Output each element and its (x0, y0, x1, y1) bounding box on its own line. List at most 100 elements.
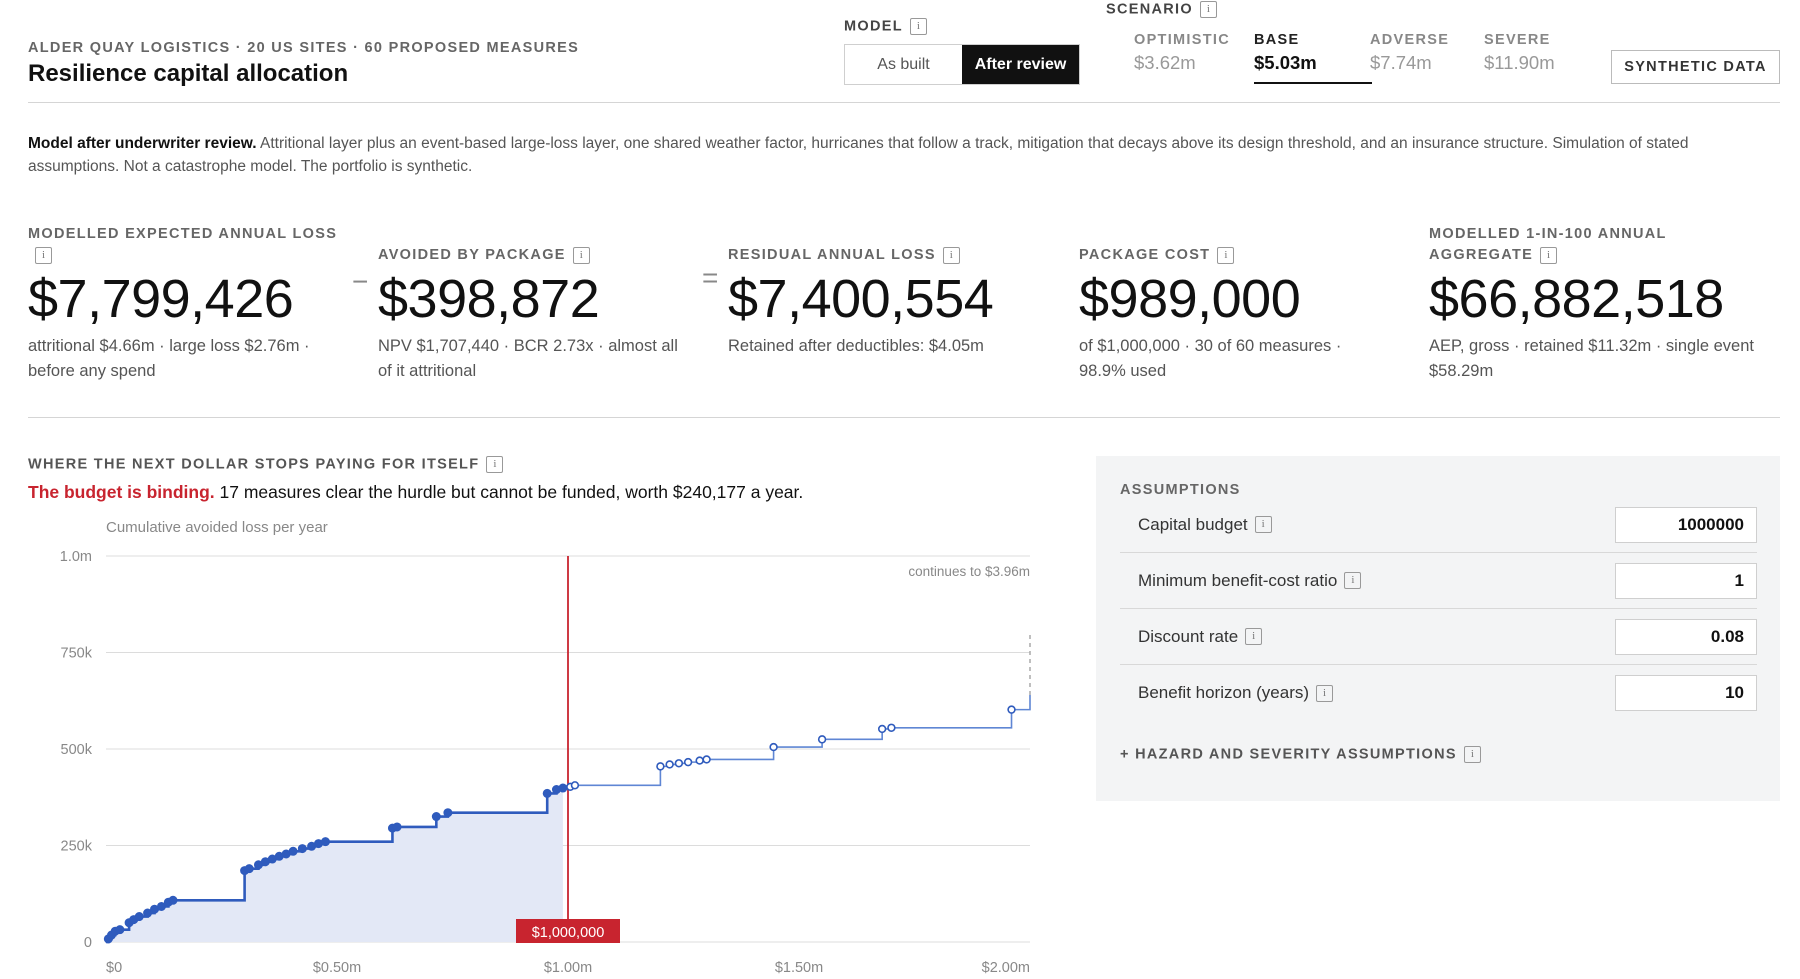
unfunded-point (695, 756, 704, 765)
scenario-value: $5.03m (1254, 52, 1317, 73)
kpi-subtext: attritional $4.66m · large loss $2.76m ·… (28, 337, 310, 380)
kpi-1-in-100-aggregate: MODELLED 1-IN-100 ANNUAL AGGREGATE i $66,… (1429, 222, 1759, 384)
unfunded-point (769, 742, 778, 752)
continuation-note: continues to $3.96m (908, 564, 1030, 579)
info-icon[interactable]: i (572, 246, 590, 264)
x-tick-label: $2.00m (982, 960, 1030, 976)
funded-point (143, 908, 153, 918)
funded-point (558, 783, 568, 793)
funded-point (443, 808, 453, 818)
assumptions-title: ASSUMPTIONS (1120, 482, 1241, 498)
y-tick-label: 1.0m (60, 549, 92, 565)
kpi-label: MODELLED EXPECTED ANNUAL LOSSi (28, 222, 338, 266)
kpi-avoided-by-package: AVOIDED BY PACKAGE i $398,872 NPV $1,707,… (378, 222, 688, 384)
synthetic-data-badge: SYNTHETIC DATA (1611, 50, 1780, 84)
unfunded-point (683, 757, 693, 767)
info-icon[interactable]: i (1254, 516, 1272, 533)
unfunded-point (656, 762, 665, 771)
benefit-horizon-input[interactable] (1615, 675, 1757, 711)
model-toggle: As built After review (844, 44, 1080, 85)
unfunded-point (877, 724, 887, 734)
model-info-icon[interactable]: i (909, 18, 927, 35)
y-tick-label: 0 (84, 935, 92, 951)
info-icon[interactable]: i (1463, 746, 1481, 763)
info-icon[interactable]: i (1245, 628, 1263, 645)
hazard-assumptions-toggle[interactable]: + HAZARD AND SEVERITY ASSUMPTIONS i (1120, 746, 1481, 763)
funded-point (244, 864, 254, 874)
scenario-value: $11.90m (1484, 52, 1555, 73)
unfunded-point (1007, 705, 1016, 714)
scenario-tab-adverse[interactable]: ADVERSE $7.74m (1370, 32, 1449, 82)
kpi-value: $989,000 (1079, 269, 1301, 329)
kpi-label: AVOIDED BY PACKAGE i (378, 222, 688, 266)
y-tick-label: 250k (61, 839, 93, 855)
info-icon[interactable]: i (942, 246, 960, 264)
info-icon[interactable]: i (1344, 572, 1362, 589)
y-tick-label: 500k (61, 742, 93, 758)
funded-point (115, 925, 125, 935)
kpi-subtext: of $1,000,000 · 30 of 60 measures · 98.9… (1079, 337, 1342, 380)
capital-budget-input[interactable] (1615, 506, 1757, 543)
model-description: Model after underwriter review. Attritio… (28, 132, 1778, 178)
kpi-label: PACKAGE COST i (1079, 222, 1389, 266)
kpi-label: MODELLED 1-IN-100 ANNUAL AGGREGATE i (1429, 226, 1667, 264)
assumption-row-benefit-horizon: Benefit horizon (years) i (1120, 665, 1757, 721)
assumption-label: Discount rate i (1138, 627, 1615, 647)
unfunded-point (817, 735, 827, 744)
assumption-label: Minimum benefit-cost ratio i (1138, 571, 1615, 591)
unfunded-point (665, 760, 674, 769)
kpi-strip: MODELLED EXPECTED ANNUAL LOSSi $7,799,42… (28, 222, 1780, 418)
info-icon[interactable]: i (1217, 246, 1235, 264)
scenario-tab-severe[interactable]: SEVERE $11.90m (1484, 32, 1555, 82)
scenario-name: OPTIMISTIC (1134, 32, 1230, 48)
kpi-subtext: AEP, gross · retained $11.32m · single e… (1429, 337, 1754, 380)
funded-point (392, 822, 402, 832)
kpi-value: $7,400,554 (728, 269, 994, 329)
kpi-expected-annual-loss: MODELLED EXPECTED ANNUAL LOSSi $7,799,42… (28, 222, 338, 384)
x-tick-label: $0 (106, 960, 122, 976)
discount-rate-input[interactable] (1615, 618, 1757, 655)
budget-label: $1,000,000 (532, 925, 605, 941)
chart-title: WHERE THE NEXT DOLLAR STOPS PAYING FOR I… (28, 456, 504, 473)
unfunded-point (570, 781, 580, 790)
funded-point (156, 901, 166, 911)
info-icon[interactable]: i (1316, 684, 1334, 702)
scenario-tab-base[interactable]: BASE $5.03m (1254, 32, 1372, 84)
funded-point (431, 812, 441, 822)
chart-info-icon[interactable]: i (486, 456, 504, 473)
min-bcr-input[interactable] (1615, 562, 1757, 599)
scenario-value: $3.62m (1134, 52, 1196, 73)
portfolio-kicker: ALDER QUAY LOGISTICS · 20 US SITES · 60 … (28, 40, 580, 56)
unfunded-series-line (562, 694, 1031, 789)
funded-point (297, 844, 307, 854)
scenario-name: SEVERE (1484, 32, 1551, 48)
equals-operator: = (702, 262, 719, 293)
scenario-info-icon[interactable]: i (1199, 1, 1217, 18)
scenario-label: SCENARIO i (1106, 1, 1217, 18)
assumption-row-min-bcr: Minimum benefit-cost ratio i (1120, 553, 1757, 609)
model-option-after-review[interactable]: After review (962, 45, 1079, 84)
funded-point (168, 895, 178, 905)
cumulative-avoided-loss-chart: Cumulative avoided loss per year 0 250k 500… (60, 519, 1031, 976)
info-icon[interactable]: i (1540, 246, 1558, 264)
scenario-name: BASE (1254, 32, 1300, 48)
x-tick-label: $1.00m (544, 960, 592, 976)
funded-point (542, 788, 552, 798)
x-tick-label: $1.50m (775, 960, 823, 976)
funded-area (106, 788, 563, 942)
kpi-label: RESIDUAL ANNUAL LOSS i (728, 222, 1038, 266)
budget-label-box (516, 919, 620, 943)
info-icon[interactable]: i (35, 246, 52, 264)
kpi-value: $66,882,518 (1429, 269, 1724, 329)
model-option-as-built[interactable]: As built (877, 55, 930, 73)
unfunded-point (887, 723, 896, 732)
scenario-tab-optimistic[interactable]: OPTIMISTIC $3.62m (1134, 32, 1230, 82)
budget-binding-alert: The budget is binding. (28, 482, 215, 502)
x-tick-label: $0.50m (313, 960, 361, 976)
kpi-residual-annual-loss: RESIDUAL ANNUAL LOSS i $7,400,554 Retaine… (728, 222, 1038, 359)
assumption-label: Capital budget i (1138, 515, 1615, 535)
funded-point (288, 846, 298, 856)
minus-operator: − (352, 266, 369, 297)
y-tick-label: 750k (61, 646, 93, 662)
